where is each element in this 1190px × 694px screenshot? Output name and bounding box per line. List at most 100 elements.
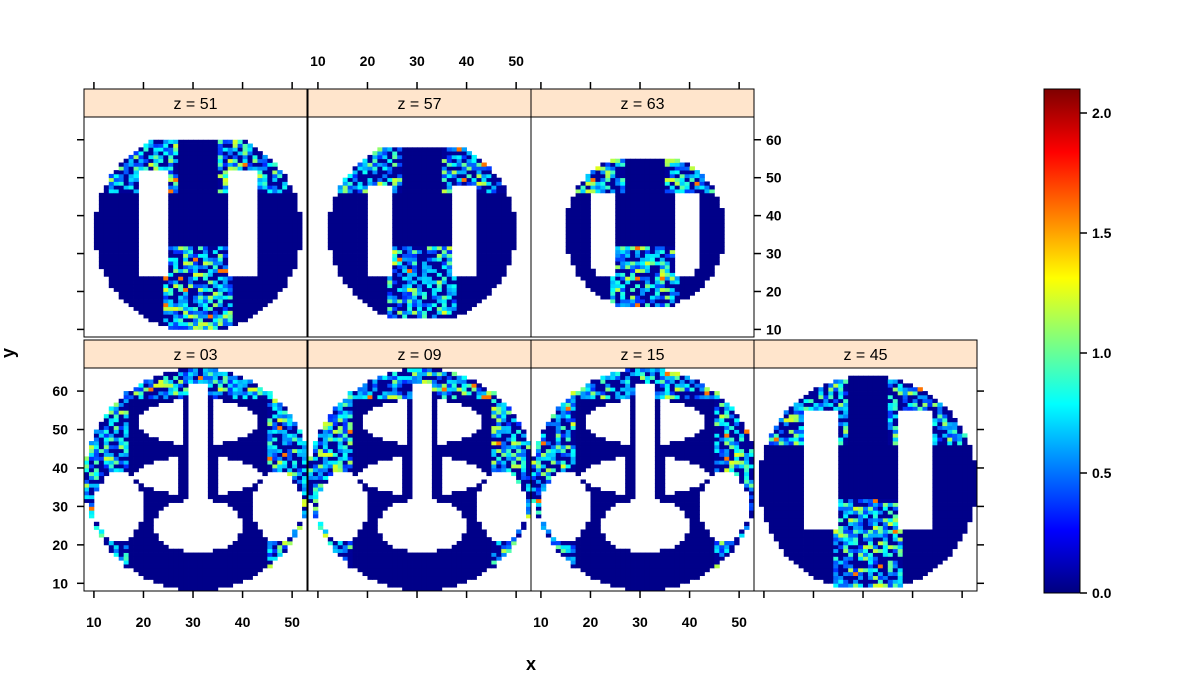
voxel: [262, 204, 268, 209]
voxel: [352, 437, 358, 442]
voxel: [297, 227, 303, 232]
voxel: [392, 147, 398, 152]
voxel: [108, 421, 115, 427]
voxel: [644, 208, 651, 213]
voxel: [446, 211, 453, 217]
voxel: [392, 196, 398, 201]
voxel: [387, 287, 393, 292]
voxel: [461, 291, 467, 296]
voxel: [357, 257, 363, 262]
voxel: [506, 223, 512, 228]
voxel: [272, 208, 278, 213]
voxel: [212, 295, 219, 300]
voxel: [98, 421, 105, 427]
voxel: [714, 204, 720, 209]
voxel: [417, 170, 423, 175]
voxel: [382, 287, 388, 292]
voxel: [367, 494, 373, 500]
voxel: [168, 185, 174, 190]
voxel: [113, 460, 120, 465]
voxel: [237, 533, 243, 538]
voxel: [133, 291, 139, 296]
voxel: [421, 166, 428, 171]
voxel: [417, 249, 423, 254]
voxel: [382, 394, 388, 400]
voxel: [257, 208, 263, 213]
voxel: [103, 227, 110, 232]
voxel: [217, 249, 224, 254]
voxel: [98, 433, 105, 438]
voxel: [193, 318, 199, 323]
voxel: [133, 429, 139, 434]
voxel: [640, 295, 646, 300]
voxel: [277, 211, 283, 217]
voxel: [297, 215, 303, 220]
voxel: [412, 310, 418, 315]
voxel: [163, 494, 169, 500]
voxel: [237, 375, 243, 380]
voxel: [704, 264, 710, 270]
voxel: [163, 139, 169, 144]
voxel: [506, 261, 512, 266]
voxel: [615, 230, 621, 235]
voxel: [382, 181, 388, 186]
voxel: [372, 571, 378, 577]
voxel: [193, 325, 199, 330]
voxel: [113, 253, 120, 258]
voxel: [148, 391, 154, 396]
voxel: [217, 147, 224, 152]
voxel: [252, 310, 258, 315]
voxel: [128, 166, 134, 171]
voxel: [128, 162, 134, 167]
voxel: [103, 464, 110, 469]
voxel: [476, 268, 482, 273]
voxel: [88, 441, 95, 446]
voxel: [168, 552, 174, 557]
voxel: [262, 302, 268, 308]
voxel: [232, 571, 239, 577]
voxel: [232, 564, 239, 569]
voxel: [664, 287, 671, 292]
voxel: [382, 177, 388, 182]
voxel: [272, 234, 278, 239]
voxel: [446, 196, 453, 201]
voxel: [292, 529, 298, 534]
voxel: [332, 541, 339, 546]
voxel: [620, 276, 626, 281]
voxel: [640, 283, 646, 289]
voxel: [630, 230, 636, 235]
voxel: [625, 280, 631, 285]
voxel: [257, 564, 263, 569]
voxel: [664, 249, 671, 254]
voxel: [193, 375, 199, 380]
voxel: [267, 264, 273, 270]
voxel: [337, 223, 344, 228]
voxel: [397, 200, 403, 205]
voxel: [113, 227, 120, 232]
voxel: [108, 264, 115, 270]
voxel: [664, 242, 671, 247]
voxel: [173, 452, 179, 457]
voxel: [649, 223, 656, 228]
voxel: [267, 444, 273, 450]
voxel: [272, 257, 278, 262]
voxel: [352, 185, 358, 190]
voxel: [163, 310, 169, 315]
voxel: [496, 189, 502, 194]
voxel: [222, 306, 229, 311]
voxel: [377, 291, 383, 296]
voxel: [207, 425, 214, 430]
voxel: [436, 287, 443, 292]
voxel: [123, 162, 129, 167]
voxel: [267, 448, 273, 453]
voxel: [148, 299, 154, 304]
voxel: [133, 261, 139, 266]
voxel: [312, 506, 319, 511]
voxel: [476, 276, 482, 281]
voxel: [232, 444, 239, 450]
voxel: [357, 223, 363, 228]
voxel: [421, 211, 428, 217]
voxel: [193, 223, 199, 228]
voxel: [436, 158, 443, 163]
voxel: [118, 276, 125, 281]
